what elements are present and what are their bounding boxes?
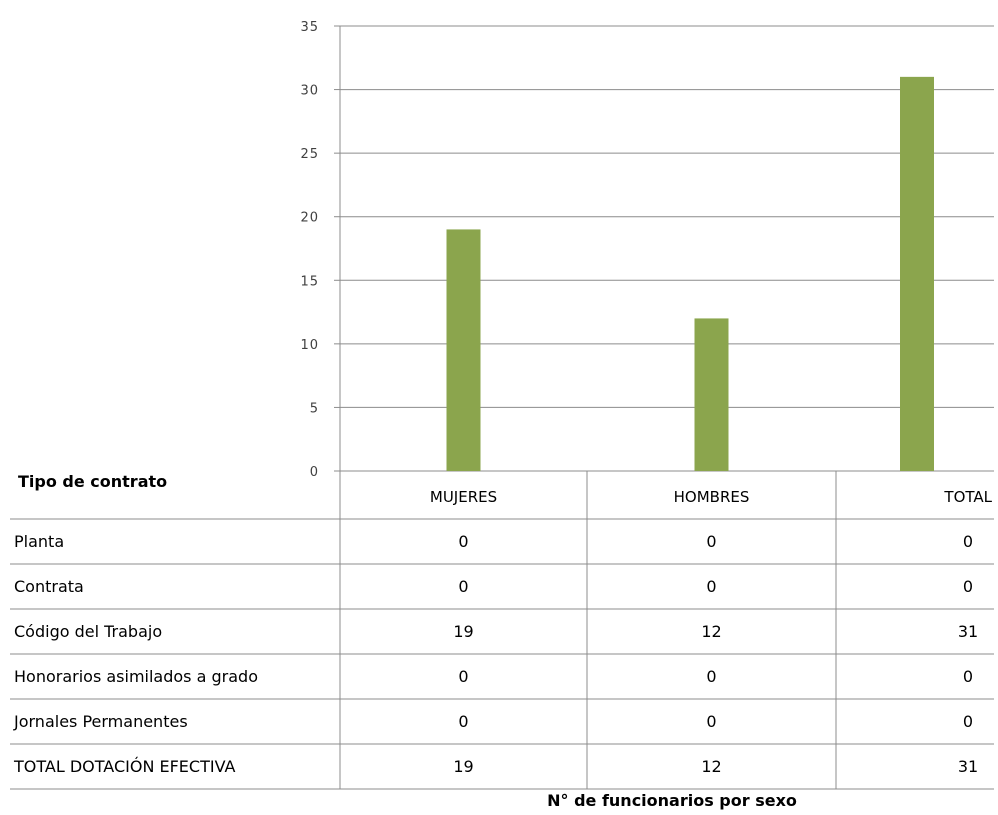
y-tick-label: 5 [310, 401, 319, 416]
y-tick-label: 15 [300, 274, 319, 289]
table-cell: 31 [958, 757, 978, 776]
table-cell: 0 [706, 667, 716, 686]
table-corner-header: Tipo de contrato [18, 472, 167, 491]
bar-hombres [694, 318, 729, 471]
table-cell: 0 [706, 712, 716, 731]
x-tick-label: TOTAL [943, 488, 992, 506]
x-axis-title: N° de funcionarios por sexo [547, 791, 797, 810]
table-cell: 0 [963, 667, 973, 686]
table-cell: 12 [701, 622, 721, 641]
table-cell: 31 [958, 622, 978, 641]
y-tick-label: 0 [310, 465, 319, 480]
table-cell: 0 [706, 532, 716, 551]
table-cell: 19 [453, 622, 473, 641]
table-cell: 0 [963, 532, 973, 551]
x-tick-label: MUJERES [430, 488, 497, 506]
table-cell: 0 [458, 667, 468, 686]
table-row-label: Contrata [14, 577, 84, 596]
table-cell: 0 [458, 532, 468, 551]
table-row-label: TOTAL DOTACIÓN EFECTIVA [13, 757, 236, 776]
bar-total [900, 76, 934, 471]
y-tick-label: 25 [300, 147, 319, 162]
y-tick-labels: 0 5 10 15 20 25 30 35 [300, 20, 319, 480]
data-table: MUJERES HOMBRES TOTAL Planta 0 0 0 Contrata 0 0 0 C… [10, 471, 994, 790]
y-tick-label: 10 [300, 338, 319, 353]
table-cell: 0 [963, 577, 973, 596]
table-cell: 0 [706, 577, 716, 596]
table-cell: 0 [458, 712, 468, 731]
y-tick-label: 35 [300, 20, 319, 35]
table-cell: 0 [963, 712, 973, 731]
table-row-label: Código del Trabajo [14, 622, 162, 641]
table-row-label: Planta [14, 532, 64, 551]
y-tick-label: 20 [300, 211, 319, 226]
bars [446, 76, 934, 471]
bar-mujeres [446, 229, 481, 471]
y-tick-label: 30 [300, 84, 319, 99]
x-tick-label: HOMBRES [674, 488, 750, 506]
table-cell: 19 [453, 757, 473, 776]
gridlines [334, 25, 994, 472]
table-cell: 0 [458, 577, 468, 596]
table-cell: 12 [701, 757, 721, 776]
table-row-label: Honorarios asimilados a grado [14, 667, 258, 686]
table-row-label: Jornales Permanentes [13, 712, 188, 731]
